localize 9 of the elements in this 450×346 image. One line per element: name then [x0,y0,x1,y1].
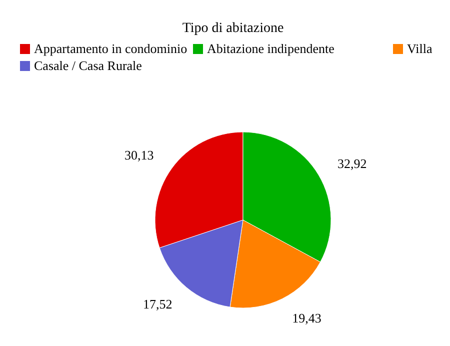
data-label: 30,13 [124,148,154,163]
chart-title: Tipo di abitazione [182,21,284,36]
legend-label: Appartamento in condominio [34,41,188,56]
legend-label: Casale / Casa Rurale [34,58,142,73]
data-label: 19,43 [292,310,322,326]
legend-label: Villa [407,41,432,56]
data-label: 32,92 [338,156,367,171]
legend-label: Abitazione indipendente [207,41,335,56]
data-label: 17,52 [143,296,172,312]
